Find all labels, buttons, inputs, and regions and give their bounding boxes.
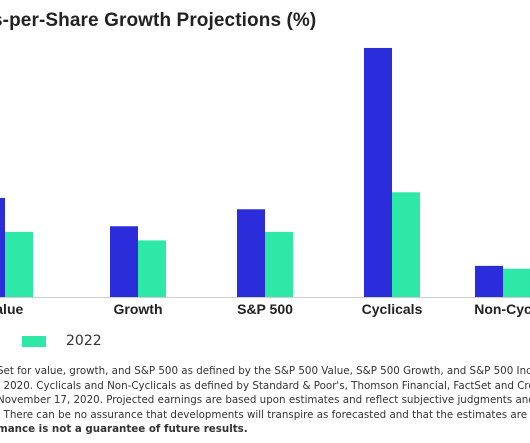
footnote: Set for value, growth, and S&P 500 as de… <box>0 364 530 437</box>
chart-title: s-per-Share Growth Projections (%) <box>0 10 317 31</box>
bar-series-1-S&P 500 <box>237 209 265 297</box>
footnote-line: November 17, 2020. Projected earnings ar… <box>0 394 530 407</box>
legend: 2022 <box>22 333 102 349</box>
category-label: Non-Cyc <box>474 301 530 317</box>
category-label: S&P 500 <box>237 301 293 317</box>
category-label: Growth <box>114 301 163 317</box>
bar-series-1-Cyclicals <box>364 47 392 298</box>
bar-2022-Non-Cyc <box>503 268 530 297</box>
footnote-line: . There can be no assurance that develop… <box>0 408 530 421</box>
bar-series-1-Value <box>0 197 5 297</box>
bar-2022-S&P 500 <box>265 231 293 297</box>
footnote-line: Set for value, growth, and S&P 500 as de… <box>0 365 530 377</box>
category-label: Cyclicals <box>362 301 423 317</box>
bar-2022-Growth <box>138 240 166 297</box>
bar-2022-Cyclicals <box>392 192 420 297</box>
bar-2022-Value <box>5 231 33 297</box>
legend-label-2022: 2022 <box>66 333 102 349</box>
bar-chart: Value Growth S&P 500 Cyclicals Non-Cyc <box>0 47 530 317</box>
footnote-disclaimer: mance is not a guarantee of future resul… <box>0 423 248 436</box>
footnote-line: , 2020. Cyclicals and Non-Cyclicals as d… <box>0 379 530 392</box>
legend-swatch-2022 <box>22 335 46 347</box>
bar-series-1-Non-Cyc <box>475 265 503 297</box>
category-label: Value <box>0 301 23 317</box>
bar-series-1-Growth <box>110 226 138 297</box>
